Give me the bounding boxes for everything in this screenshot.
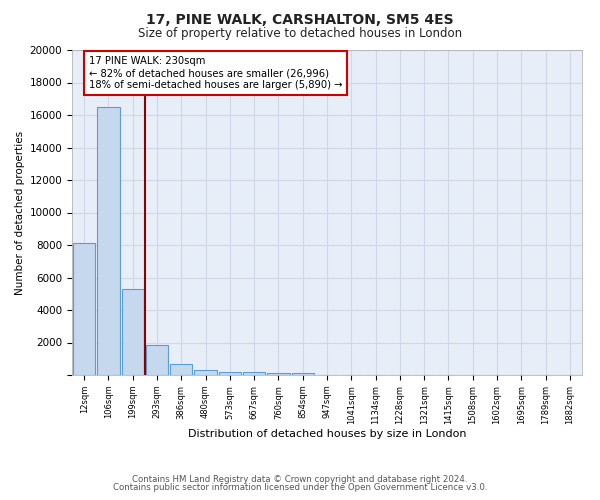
Bar — [267, 372, 290, 375]
Bar — [194, 370, 217, 375]
Y-axis label: Number of detached properties: Number of detached properties — [16, 130, 25, 294]
Bar — [73, 244, 95, 375]
Bar — [170, 364, 193, 375]
Text: 17, PINE WALK, CARSHALTON, SM5 4ES: 17, PINE WALK, CARSHALTON, SM5 4ES — [146, 12, 454, 26]
X-axis label: Distribution of detached houses by size in London: Distribution of detached houses by size … — [188, 430, 466, 440]
Bar — [122, 289, 144, 375]
Text: 17 PINE WALK: 230sqm
← 82% of detached houses are smaller (26,996)
18% of semi-d: 17 PINE WALK: 230sqm ← 82% of detached h… — [89, 56, 342, 90]
Bar — [243, 372, 265, 375]
Bar — [97, 107, 119, 375]
Text: Size of property relative to detached houses in London: Size of property relative to detached ho… — [138, 28, 462, 40]
Bar — [218, 372, 241, 375]
Bar — [146, 345, 168, 375]
Bar — [292, 373, 314, 375]
Text: Contains public sector information licensed under the Open Government Licence v3: Contains public sector information licen… — [113, 484, 487, 492]
Text: Contains HM Land Registry data © Crown copyright and database right 2024.: Contains HM Land Registry data © Crown c… — [132, 475, 468, 484]
